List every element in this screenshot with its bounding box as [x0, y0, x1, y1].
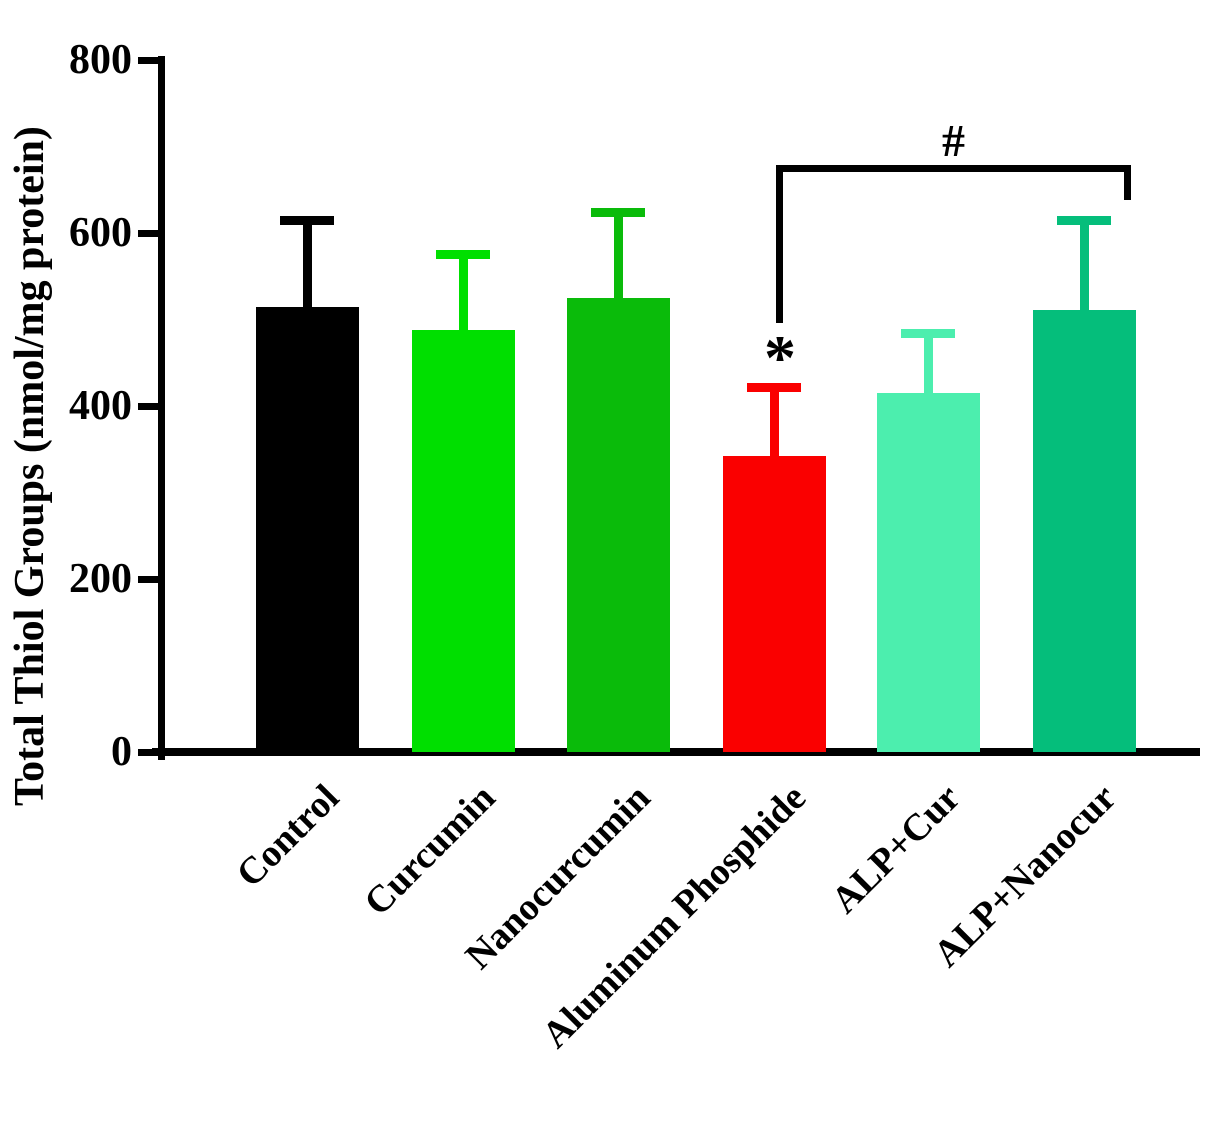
error-bar-stem-nanocurcumin: [613, 212, 623, 300]
significance-bracket-right-drop: [1124, 165, 1131, 200]
x-label-control: Control: [228, 776, 348, 896]
error-bar-cap-alp-nanocur: [1057, 215, 1111, 225]
y-tick-label-0: 0: [111, 729, 132, 775]
x-label-aluminum-phosphide: Aluminum Phosphide: [534, 776, 815, 1057]
significance-bracket-top: [776, 165, 1131, 172]
bar-control: [255, 306, 359, 752]
y-tick-400: [138, 402, 158, 410]
y-tick-label-800: 800: [69, 37, 132, 83]
y-tick-200: [138, 575, 158, 583]
error-bar-cap-alp-cur: [901, 328, 955, 338]
x-axis-line: [152, 748, 1200, 756]
bar-alp-cur: [876, 393, 980, 752]
bar-curcumin: [411, 329, 515, 752]
error-bar-cap-curcumin: [436, 250, 490, 260]
significance-star: *: [764, 322, 796, 393]
significance-hash-label: #: [942, 115, 965, 166]
y-tick-600: [138, 229, 158, 237]
y-tick-label-200: 200: [69, 556, 132, 602]
error-bar-cap-nanocurcumin: [591, 207, 645, 217]
bar-nanocurcumin: [566, 297, 670, 752]
y-tick-0: [138, 748, 158, 756]
bar-aluminum-phosphide: [722, 456, 826, 752]
error-bar-stem-aluminum-phosphide: [769, 387, 779, 459]
error-bar-cap-aluminum-phosphide: [747, 383, 801, 393]
y-tick-label-400: 400: [69, 383, 132, 429]
error-bar-stem-control: [302, 220, 312, 309]
bar-alp-nanocur: [1032, 309, 1136, 752]
y-tick-800: [138, 56, 158, 64]
y-axis-line: [158, 56, 165, 760]
x-label-alp-cur: ALP+Cur: [823, 776, 969, 922]
error-bar-stem-curcumin: [458, 254, 468, 332]
error-bar-cap-control: [280, 215, 334, 225]
y-tick-label-600: 600: [69, 210, 132, 256]
x-label-curcumin: Curcumin: [356, 776, 504, 924]
significance-bracket-left-drop: [776, 165, 783, 323]
error-bar-stem-alp-nanocur: [1079, 220, 1089, 312]
error-bar-stem-alp-cur: [923, 333, 933, 395]
